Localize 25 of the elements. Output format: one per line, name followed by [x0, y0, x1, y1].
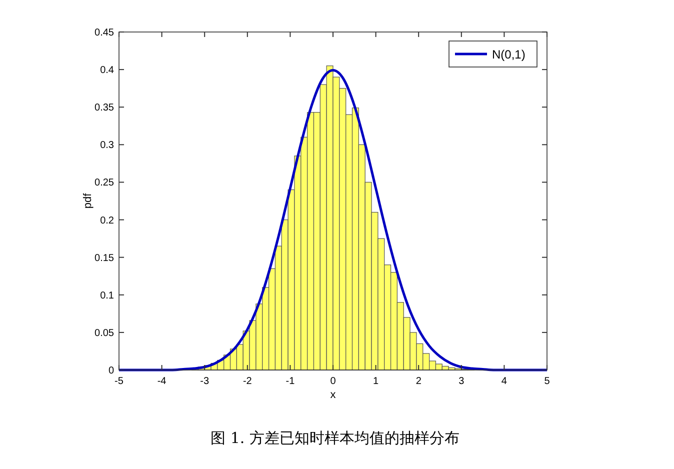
x-tick-label: 1 [373, 376, 380, 387]
x-tick-label: 2 [416, 376, 422, 387]
y-tick-label: 0.2 [100, 215, 114, 226]
y-tick-label: 0.3 [100, 140, 114, 152]
y-axis-title: pdf [82, 192, 94, 209]
x-tick-label: 5 [544, 376, 550, 387]
x-tick-label: -2 [242, 376, 252, 387]
y-tick-label: 0.05 [94, 328, 114, 339]
x-tick-label: 4 [501, 376, 508, 387]
x-tick-label: 3 [458, 376, 465, 387]
y-tick-label: 0.15 [94, 252, 114, 264]
y-tick-label: 0.1 [100, 290, 114, 302]
y-tick-label: 0.35 [94, 102, 114, 114]
y-tick-label: 0.4 [100, 65, 114, 76]
legend-label: N(0,1) [492, 48, 526, 62]
text: 图 1. 方差已知时样本均值的抽样分布 [210, 429, 460, 447]
x-axis-title: x [330, 389, 336, 401]
y-tick-label: 0 [108, 366, 114, 376]
x-tick-label: -1 [286, 376, 296, 387]
y-tick-label: 0.25 [94, 178, 114, 189]
x-tick-label: -5 [114, 376, 124, 387]
x-tick-label: -4 [157, 376, 167, 387]
y-tick-label: 0.45 [94, 28, 114, 38]
x-tick-label: 0 [330, 376, 336, 387]
x-tick-label: -3 [200, 376, 210, 387]
